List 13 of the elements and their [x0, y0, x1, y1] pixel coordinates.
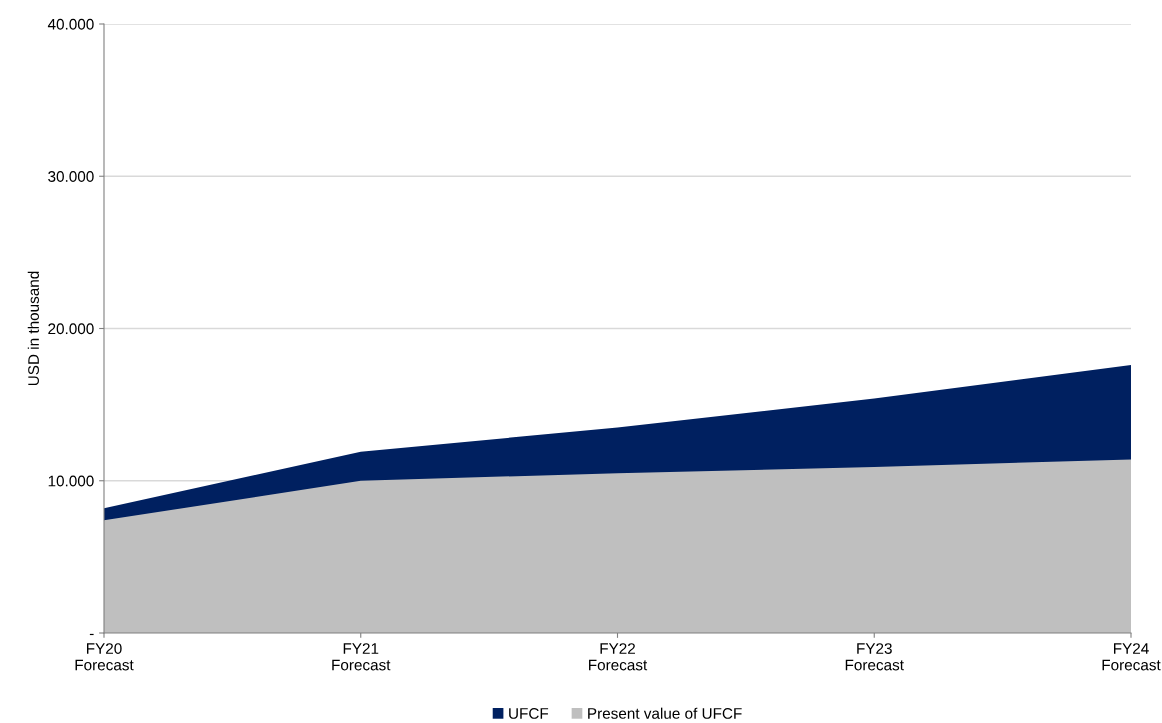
y-axis-title: USD in thousand: [27, 271, 39, 386]
x-tick-label: FY21 Forecast: [332, 643, 391, 671]
y-tick-label: 40.000: [47, 18, 94, 30]
x-tick-label: FY20 Forecast: [75, 643, 134, 671]
y-tick-label: -: [89, 633, 94, 636]
x-tick-label: FY23 Forecast: [845, 643, 904, 671]
legend-label: UFCF: [509, 708, 549, 719]
y-tick-label: 20.000: [48, 323, 94, 335]
legend-label: Present value of UFCF: [588, 707, 742, 719]
x-tick-label: FY22 Forecast: [589, 643, 648, 671]
y-tick-label: 10.000: [48, 475, 94, 487]
x-tick-label: FY24 Forecast: [1102, 643, 1161, 671]
y-tick-label: 30.000: [48, 171, 94, 182]
